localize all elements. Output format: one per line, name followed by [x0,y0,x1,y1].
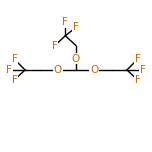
Text: O: O [90,65,98,75]
Text: F: F [62,17,68,27]
Text: F: F [140,65,146,75]
Text: F: F [12,54,17,64]
Text: O: O [54,65,62,75]
Text: F: F [6,65,12,75]
Text: F: F [135,54,140,64]
Text: F: F [52,41,58,51]
Text: F: F [135,75,140,85]
Text: F: F [12,75,17,85]
Text: O: O [72,54,80,64]
Text: F: F [73,22,79,32]
